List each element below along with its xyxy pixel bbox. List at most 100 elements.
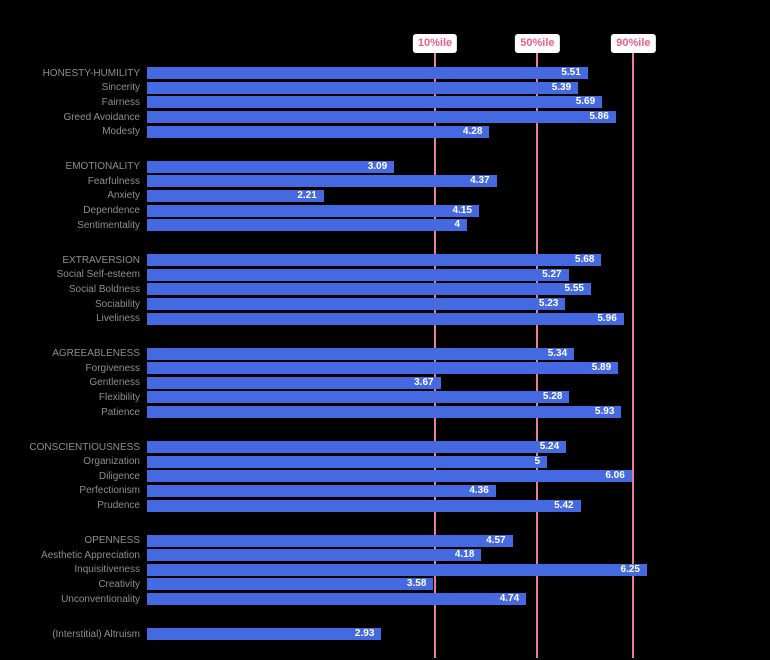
score-value: 5.42 [554, 499, 574, 511]
row-label: Greed Avoidance [63, 111, 140, 123]
score-value: 5.28 [542, 391, 563, 403]
score-bar: 4 [147, 219, 467, 232]
row-plot: 5.28 [147, 391, 707, 404]
row-label: EXTRAVERSION [62, 254, 140, 266]
row-plot: 5.42 [147, 499, 707, 512]
row-plot: 5 [147, 455, 707, 468]
bar-row: Perfectionism 4.36 [0, 484, 707, 499]
trait-group-conscientiousness: CONSCIENTIOUSNESS 5.24 Organization 5 Dilige… [0, 440, 707, 513]
row-label: Liveliness [96, 313, 140, 325]
row-label: Inquisitiveness [74, 564, 140, 576]
score-bar: 5.86 [147, 111, 616, 124]
score-value: 3.67 [414, 376, 434, 388]
score-bar: 4.28 [147, 125, 490, 138]
score-bar: 5.55 [147, 283, 591, 296]
bar-row: Diligence 6.06 [0, 469, 707, 484]
row-plot: 4.74 [147, 593, 707, 606]
row-label: Aesthetic Appreciation [41, 549, 140, 561]
score-bar: 5.93 [147, 406, 622, 419]
score-bar: 3.58 [147, 578, 434, 591]
row-label: Prudence [97, 500, 140, 512]
row-plot: 5.23 [147, 298, 707, 311]
row-label: Forgiveness [85, 362, 140, 374]
score-bar: 4.15 [147, 204, 479, 217]
score-bar: 5.27 [147, 268, 569, 281]
score-value: 4.36 [469, 484, 489, 496]
score-bar: 5.42 [147, 499, 581, 512]
score-bar: 6.06 [147, 470, 632, 483]
row-plot: 5.89 [147, 362, 707, 375]
row-plot: 5.34 [147, 347, 707, 360]
row-plot: 5.55 [147, 283, 707, 296]
bar-row: Greed Avoidance 5.86 [0, 110, 707, 125]
score-bar: 4.18 [147, 549, 482, 562]
row-label: Modesty [102, 126, 140, 138]
bar-row: Dependence 4.15 [0, 203, 707, 218]
score-value: 4.18 [454, 549, 475, 561]
percentile-label: 90%ile [611, 34, 656, 53]
row-label: AGREEABLENESS [52, 348, 140, 360]
percentile-label: 10%ile [412, 34, 458, 53]
row-label: Sincerity [101, 82, 140, 94]
row-plot: 5.69 [147, 96, 707, 109]
score-value: 4.28 [462, 125, 483, 137]
row-label: Dependence [83, 205, 140, 217]
score-bar: 5.96 [147, 312, 624, 325]
row-plot: 4.57 [147, 534, 707, 547]
row-plot: 3.09 [147, 160, 707, 173]
score-bar: 5.68 [147, 254, 602, 267]
row-plot: 5.39 [147, 81, 707, 94]
row-label: OPENNESS [84, 535, 140, 547]
score-bar: 4.57 [147, 534, 513, 547]
score-value: 4.57 [486, 534, 506, 546]
score-value: 5.86 [589, 111, 609, 123]
percentile-line [632, 44, 635, 658]
score-value: 6.06 [605, 470, 625, 482]
row-plot: 4.15 [147, 204, 707, 217]
score-bar: 5.28 [147, 391, 570, 404]
bar-row: AGREEABLENESS 5.34 [0, 346, 707, 361]
score-bar: 6.25 [147, 563, 647, 576]
row-plot: 5.96 [147, 312, 707, 325]
score-bar: 4.37 [147, 175, 497, 188]
row-label: Flexibility [98, 391, 140, 403]
trait-group-agreeableness: AGREEABLENESS 5.34 Forgiveness 5.89 Gentlene… [0, 346, 707, 419]
bar-rows: HONESTY-HUMILITY 5.51 Sincerity 5.39 Fairnes… [0, 66, 707, 660]
score-value: 5 [534, 455, 540, 467]
bar-row: Sociability 5.23 [0, 297, 707, 312]
score-bar: 5.24 [147, 441, 567, 454]
bar-row: Fearfulness 4.37 [0, 174, 707, 189]
bar-row: Sincerity 5.39 [0, 81, 707, 96]
bar-row: Liveliness 5.96 [0, 311, 707, 326]
bar-row: Social Boldness 5.55 [0, 282, 707, 297]
score-bar: 5.34 [147, 347, 575, 360]
score-bar: 4.74 [147, 593, 527, 606]
row-label: Anxiety [107, 190, 140, 202]
row-label: Social Self-esteem [56, 269, 140, 281]
trait-group-interstitial: (Interstitial) Altruism 2.93 [0, 627, 707, 642]
bar-row: Forgiveness 5.89 [0, 361, 707, 376]
score-bar: 5.23 [147, 298, 566, 311]
row-plot: 5.27 [147, 268, 707, 281]
bar-row: Aesthetic Appreciation 4.18 [0, 548, 707, 563]
row-label: Gentleness [89, 377, 140, 389]
score-value: 2.93 [354, 628, 375, 640]
row-label: (Interstitial) Altruism [52, 628, 140, 640]
row-label: Unconventionality [61, 593, 140, 605]
score-value: 5.96 [597, 312, 617, 324]
bar-row: OPENNESS 4.57 [0, 533, 707, 548]
score-bar: 3.67 [147, 376, 441, 389]
row-label: EMOTIONALITY [65, 161, 140, 173]
score-value: 2.21 [297, 189, 317, 201]
row-plot: 5.93 [147, 406, 707, 419]
row-plot: 4.36 [147, 484, 707, 497]
score-bar: 2.93 [147, 628, 382, 641]
bar-row: (Interstitial) Altruism 2.93 [0, 627, 707, 642]
bar-row: Organization 5 [0, 454, 707, 469]
row-plot: 3.67 [147, 376, 707, 389]
row-label: Sentimentality [77, 219, 140, 231]
row-plot: 3.58 [147, 578, 707, 591]
bar-row: Anxiety 2.21 [0, 189, 707, 204]
row-label: Perfectionism [79, 485, 140, 497]
row-plot: 5.24 [147, 441, 707, 454]
